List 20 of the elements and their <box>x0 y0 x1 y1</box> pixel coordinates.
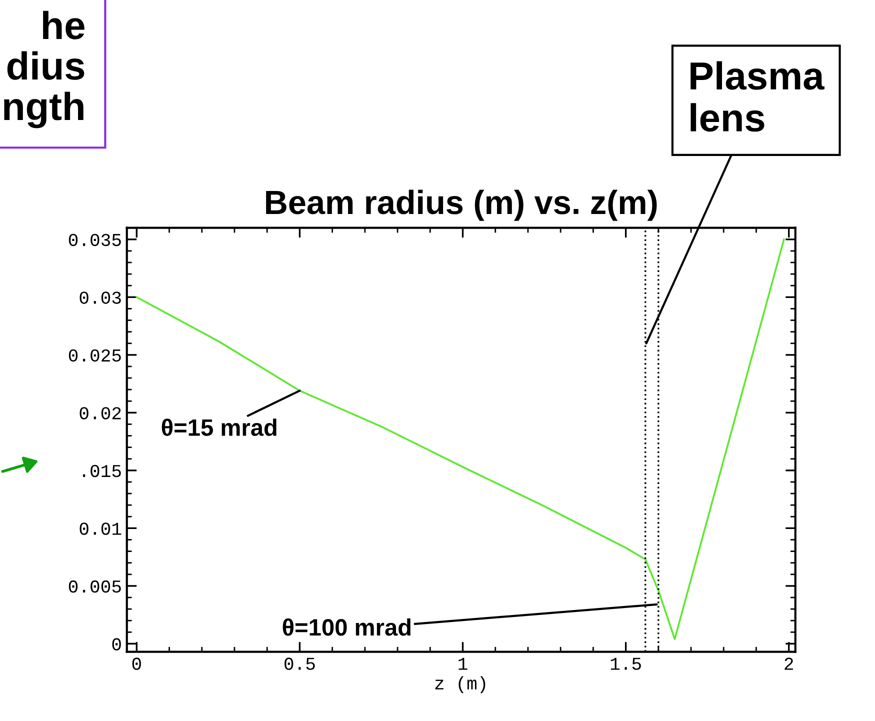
y-tick-label: 0 <box>112 638 121 650</box>
annotation: Plasma lens <box>690 61 824 132</box>
annotation: θ=15 mrad <box>162 418 276 436</box>
y-tick-label: 0.005 <box>68 580 121 593</box>
x-axis-title: z (m) <box>435 676 486 694</box>
y-tick-label: .015 <box>83 464 121 478</box>
x-tick-label: 0 <box>132 658 141 670</box>
y-tick-label: 0.02 <box>80 407 121 420</box>
y-tick-label: 0.025 <box>68 349 121 362</box>
line-series <box>136 238 785 640</box>
x-tick-label: 2 <box>784 658 793 670</box>
x-tick-label: 1.5 <box>610 658 641 670</box>
text: he dius ngth <box>4 10 84 128</box>
y-tick-label: 0.035 <box>68 234 121 246</box>
chart-title: Beam radius (m) vs. z(m) <box>266 190 657 221</box>
y-tick-label: 0.01 <box>80 522 122 535</box>
x-tick-label: 1 <box>458 658 468 670</box>
x-tick-label: 0.5 <box>284 658 315 670</box>
y-tick-label: 0.03 <box>80 292 121 304</box>
annotation: θ=100 mrad <box>282 618 410 636</box>
